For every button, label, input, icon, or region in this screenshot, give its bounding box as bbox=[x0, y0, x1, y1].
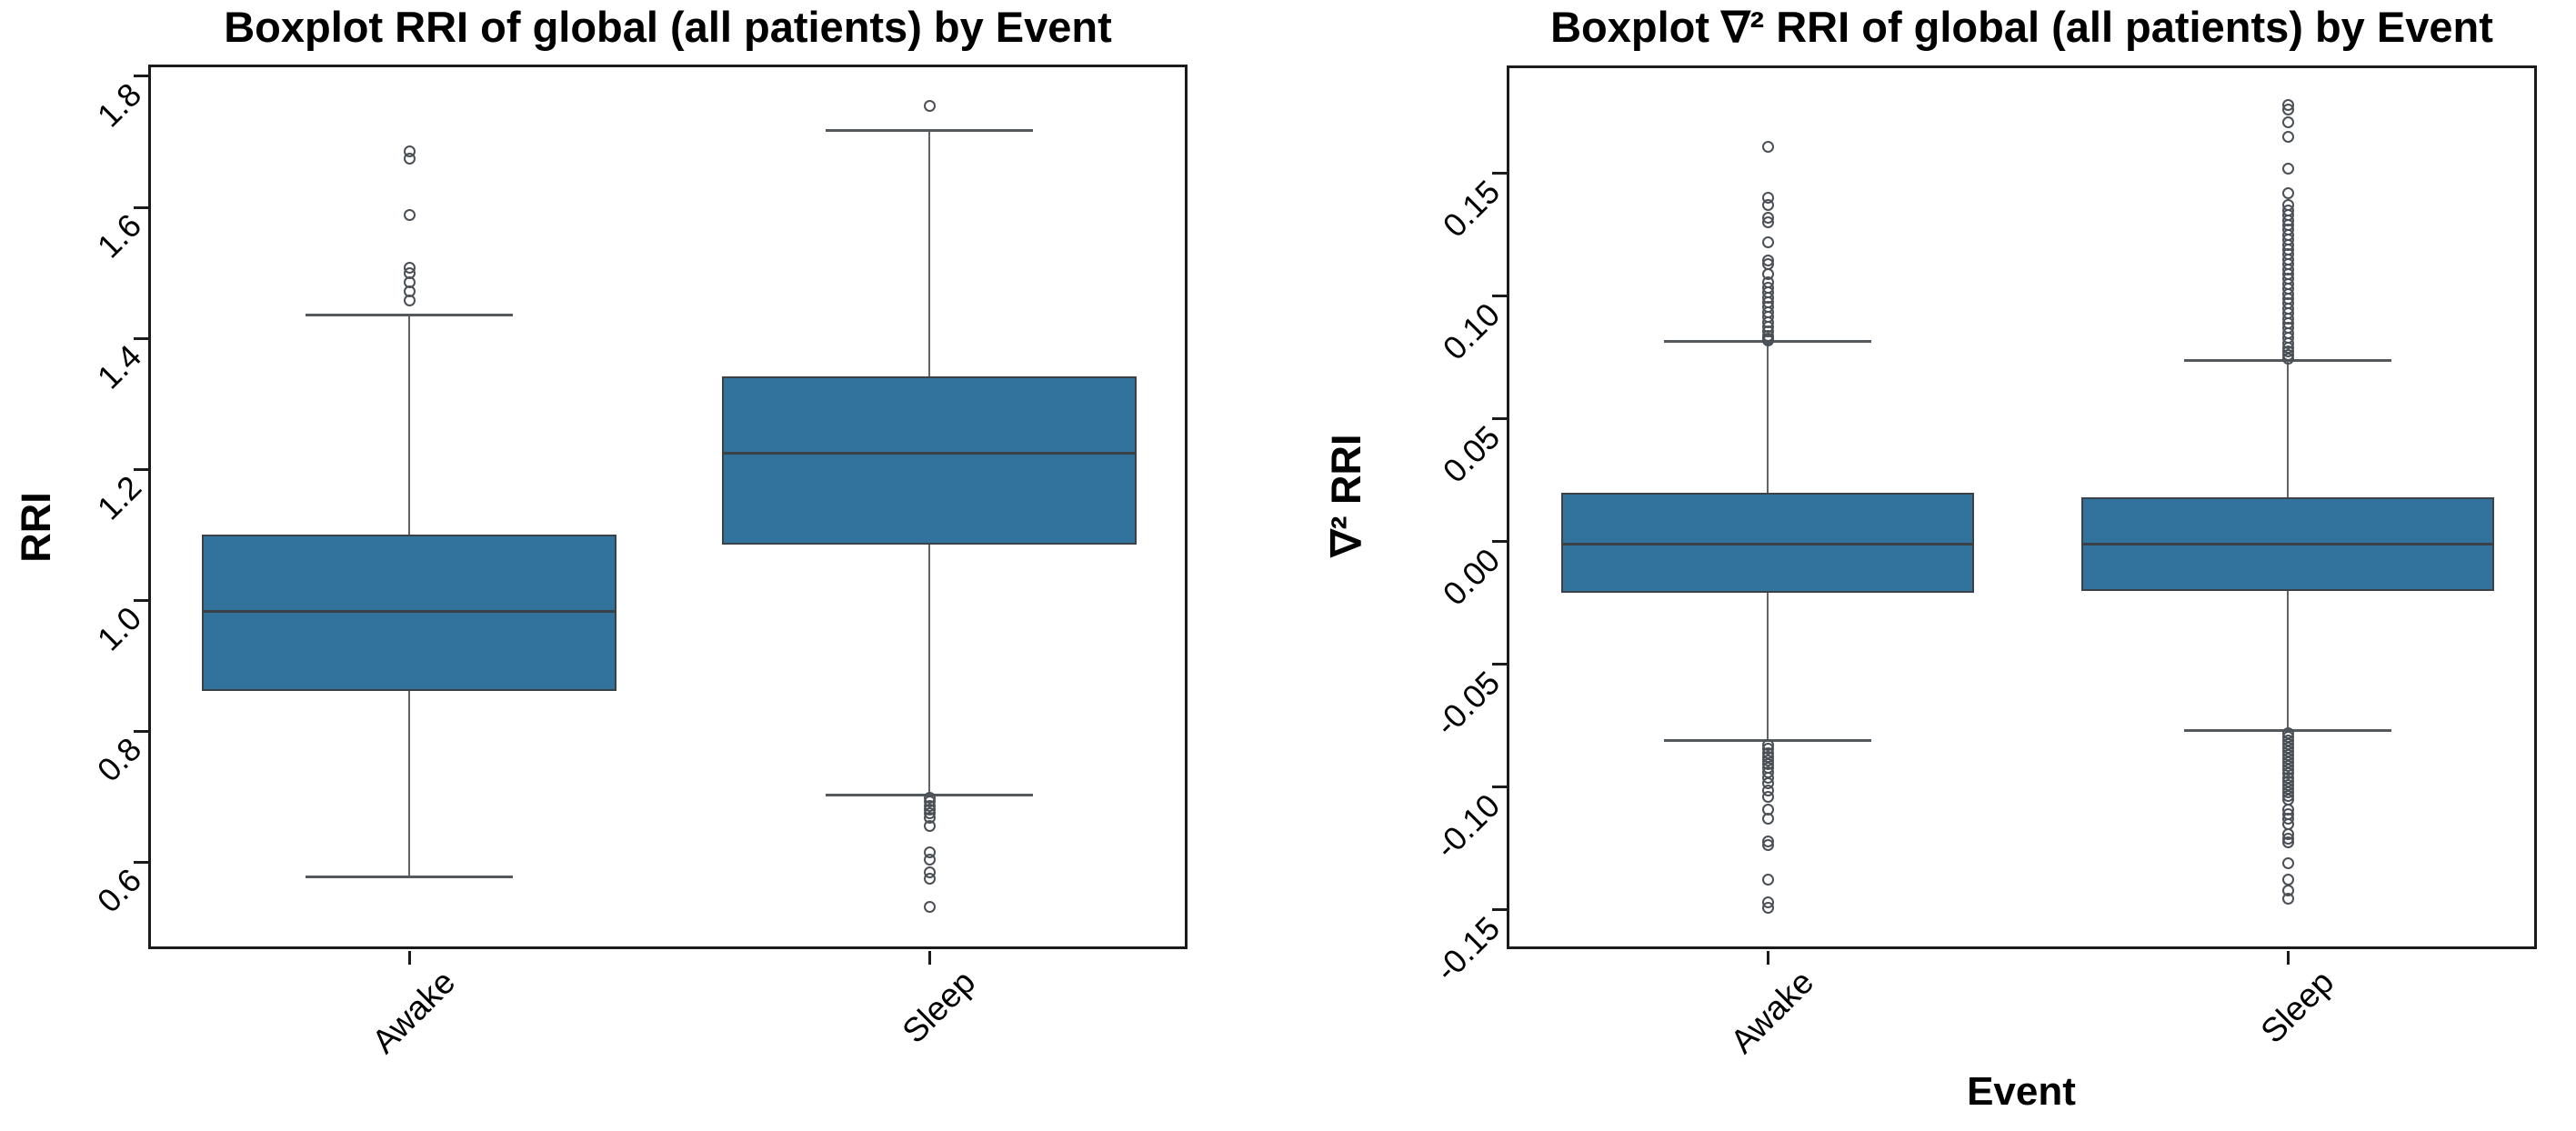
y-tick-mark bbox=[134, 729, 148, 733]
outlier-point bbox=[1761, 901, 1774, 914]
box bbox=[722, 375, 1137, 545]
y-tick-mark bbox=[1492, 417, 1507, 421]
outlier-point bbox=[1761, 334, 1774, 346]
x-tick-mark bbox=[927, 951, 931, 965]
y-tick-label: -0.05 bbox=[1428, 663, 1508, 743]
outlier-point bbox=[2281, 857, 2294, 869]
y-tick-label: 1.2 bbox=[89, 468, 149, 527]
y-tick-label: -0.15 bbox=[1428, 908, 1508, 988]
y-tick-mark bbox=[1492, 295, 1507, 298]
y-tick-label: 1.8 bbox=[89, 75, 149, 135]
outlier-point bbox=[403, 209, 416, 222]
y-tick-mark bbox=[1492, 540, 1507, 544]
y-tick-label: 1.0 bbox=[89, 599, 149, 658]
outlier-point bbox=[1761, 216, 1774, 229]
outlier-point bbox=[1761, 813, 1774, 826]
y-tick-label: 0.15 bbox=[1435, 172, 1508, 245]
outlier-point bbox=[2281, 130, 2294, 143]
chart-title: Boxplot ∇² RRI of global (all patients) … bbox=[1550, 3, 2493, 51]
outlier-point bbox=[1761, 873, 1774, 886]
outlier-point bbox=[2281, 353, 2294, 365]
outlier-point bbox=[1761, 838, 1774, 851]
outlier-point bbox=[1761, 235, 1774, 248]
y-tick-mark bbox=[1492, 908, 1507, 912]
x-tick-mark bbox=[407, 951, 411, 965]
y-tick-label: 0.00 bbox=[1435, 540, 1508, 613]
y-tick-mark bbox=[134, 205, 148, 209]
y-tick-label: 0.8 bbox=[89, 730, 149, 789]
y-tick-label: 1.4 bbox=[89, 337, 149, 396]
x-tick-label: Awake bbox=[365, 963, 463, 1061]
median-line bbox=[2081, 543, 2494, 545]
x-tick-mark bbox=[1766, 951, 1769, 965]
y-tick-mark bbox=[134, 336, 148, 340]
x-axis-label: Event bbox=[1967, 1069, 2076, 1114]
outlier-point bbox=[2281, 893, 2294, 906]
outlier-point bbox=[403, 295, 416, 307]
y-tick-label: 0.10 bbox=[1435, 295, 1508, 367]
y-tick-mark bbox=[134, 75, 148, 78]
y-axis-label: RRI bbox=[13, 492, 59, 563]
y-tick-mark bbox=[1492, 172, 1507, 175]
outlier-point bbox=[2281, 836, 2294, 849]
x-tick-mark bbox=[2286, 951, 2290, 965]
outlier-point bbox=[2281, 115, 2294, 128]
y-tick-label: 0.05 bbox=[1435, 417, 1508, 490]
outlier-point bbox=[923, 901, 936, 914]
figure-canvas: { "colors": { "box_fill": "#32739E", "bo… bbox=[13, 3, 2537, 1114]
x-tick-label: Sleep bbox=[2253, 963, 2341, 1051]
x-tick-label: Awake bbox=[1723, 963, 1821, 1061]
median-line bbox=[202, 609, 616, 613]
chart-title: Boxplot RRI of global (all patients) by … bbox=[224, 3, 1112, 51]
y-tick-mark bbox=[1492, 663, 1507, 666]
outlier-point bbox=[1761, 199, 1774, 212]
outlier-point bbox=[923, 853, 936, 866]
outlier-point bbox=[923, 872, 936, 885]
y-axis-label: ∇² RRI bbox=[1323, 434, 1369, 557]
outlier-point bbox=[1761, 140, 1774, 153]
y-tick-mark bbox=[1492, 786, 1507, 789]
outlier-point bbox=[2281, 186, 2294, 199]
whisker-cap-high bbox=[306, 314, 513, 317]
outlier-point bbox=[2281, 873, 2294, 886]
outlier-point bbox=[923, 820, 936, 833]
outlier-point bbox=[2281, 104, 2294, 116]
outlier-point bbox=[403, 153, 416, 165]
median-line bbox=[1561, 543, 1974, 545]
outlier-point bbox=[1761, 791, 1774, 804]
y-tick-mark bbox=[134, 860, 148, 864]
whisker-cap-low bbox=[306, 875, 513, 878]
x-tick-label: Sleep bbox=[895, 963, 983, 1051]
y-tick-label: -0.10 bbox=[1428, 786, 1508, 866]
outlier-point bbox=[2281, 162, 2294, 175]
outlier-point bbox=[923, 99, 936, 112]
y-tick-label: 1.6 bbox=[89, 206, 149, 265]
y-tick-mark bbox=[134, 467, 148, 471]
whisker-cap-high bbox=[826, 128, 1033, 132]
y-tick-mark bbox=[134, 598, 148, 602]
y-tick-label: 0.6 bbox=[89, 861, 149, 920]
median-line bbox=[722, 452, 1137, 455]
